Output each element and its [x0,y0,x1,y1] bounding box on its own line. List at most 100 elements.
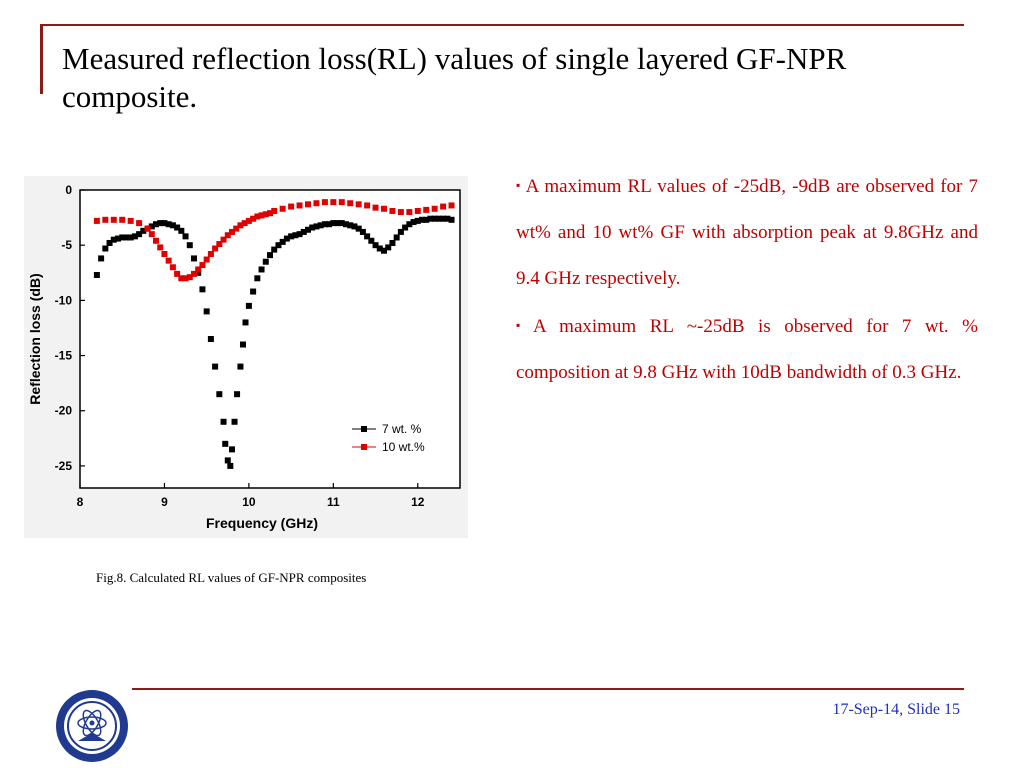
data-point [258,212,265,219]
data-point [144,225,151,232]
data-point [440,215,447,222]
data-point [127,234,134,241]
data-point [435,215,442,222]
data-point [267,210,273,217]
data-point [338,220,345,227]
top-rule [40,24,964,26]
data-point [343,221,349,228]
data-point [186,242,193,249]
data-point [102,245,109,252]
data-point [410,219,417,226]
data-point [165,221,172,228]
data-point [237,363,244,370]
data-point [338,199,345,206]
data-point [127,217,134,224]
data-point [313,223,320,230]
data-point [393,234,400,241]
data-point [242,319,249,326]
x-tick-label: 10 [242,495,256,509]
data-point [347,222,354,229]
data-point [423,206,430,213]
y-tick-label: 0 [65,183,72,197]
data-point [136,231,143,238]
data-point [389,239,396,246]
slide-footer: 17-Sep-14, Slide 15 [832,701,960,718]
data-point [279,205,286,212]
data-point [376,245,383,252]
data-point [224,457,231,464]
bullet-text: A maximum RL values of -25dB, -9dB are o… [516,176,978,289]
data-point [136,220,143,227]
data-point [203,256,210,263]
data-point [245,217,252,224]
slide-title: Measured reflection loss(RL) values of s… [62,41,847,114]
axis-ticks: 8 9 10 11 12 0 -5 -10 -15 -20 -25 [55,183,425,509]
data-point [110,236,117,243]
data-point [161,251,168,258]
data-point [250,288,257,295]
data-point [262,258,269,265]
data-point [216,391,223,398]
data-point [186,274,193,281]
data-point [153,221,159,228]
x-tick-label: 9 [161,495,168,509]
data-point [123,234,130,241]
data-point [191,255,197,262]
data-point [119,234,126,241]
data-point [169,222,176,229]
data-point [351,223,358,230]
data-point [296,231,303,238]
bottom-rule [132,688,964,690]
data-point [402,224,409,231]
data-point [330,199,337,206]
data-point [93,217,100,224]
data-point [309,224,316,231]
data-point [234,391,241,398]
data-point [161,220,168,227]
x-tick-label: 8 [77,495,84,509]
data-point [347,200,354,207]
data-point [321,221,328,228]
data-point [258,266,265,273]
y-tick-label: -10 [55,293,73,307]
university-logo [52,687,132,765]
legend-marker [361,426,367,432]
data-point [397,209,404,216]
data-point [169,264,176,271]
data-point [233,225,240,232]
data-point [414,217,421,224]
data-point [207,251,214,258]
legend-marker [361,444,367,450]
data-point [153,237,159,244]
data-point [110,216,117,223]
data-point [355,225,362,232]
data-point [364,202,371,209]
data-point [419,216,425,223]
y-tick-label: -25 [55,459,73,473]
data-point [220,418,227,425]
data-point [334,220,341,227]
data-point [267,252,273,259]
data-point [174,224,181,231]
data-point [229,446,235,453]
data-point [178,275,185,282]
data-point [106,239,113,246]
data-point [102,216,109,223]
data-point [199,262,206,269]
data-point [178,227,185,234]
data-point [330,220,337,227]
data-point [397,228,404,235]
data-point [292,232,299,239]
data-point [317,222,324,229]
data-point [305,226,311,233]
data-point [423,216,430,223]
data-point [131,233,138,240]
data-point [237,222,244,229]
data-point [250,215,257,222]
data-point [227,462,234,469]
y-tick-label: -15 [55,349,73,363]
x-tick-label: 11 [327,495,340,509]
data-point [305,201,311,208]
data-point [381,205,387,212]
legend-label: 7 wt. % [382,422,422,436]
